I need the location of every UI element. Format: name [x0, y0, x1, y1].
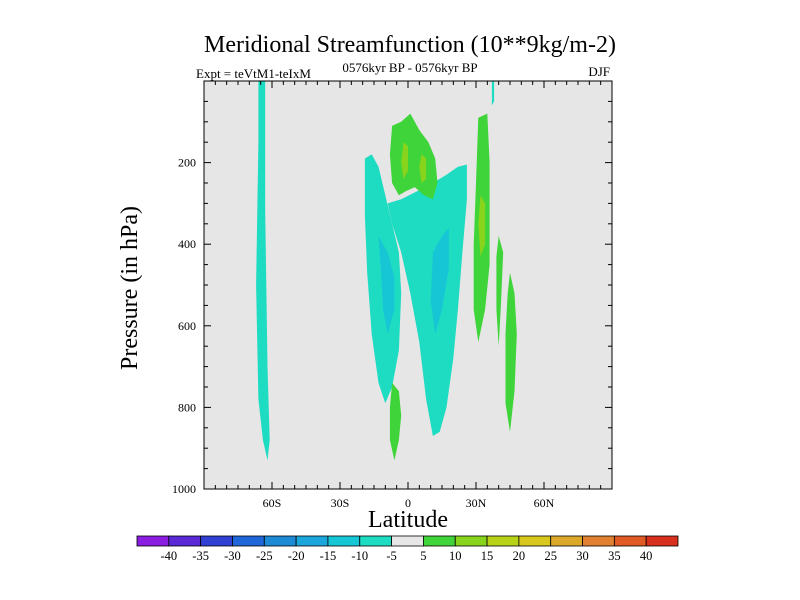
y-axis-label: Pressure (in hPa) [117, 206, 143, 370]
period-label: 0576kyr BP - 0576kyr BP [342, 60, 477, 75]
y-tick-label: 200 [178, 156, 196, 170]
colorbar-label: -20 [288, 549, 305, 563]
contour-region-7 [401, 142, 408, 179]
colorbar-label: -5 [386, 549, 396, 563]
colorbar-box [550, 535, 583, 547]
x-tick-label: 60S [263, 496, 282, 510]
colorbar-box [582, 535, 615, 547]
colorbar-label: -35 [192, 549, 209, 563]
colorbar-box [454, 535, 488, 547]
contour-region-12 [496, 236, 504, 347]
colorbar-label: -15 [320, 549, 337, 563]
colorbar-label: -40 [160, 549, 177, 563]
colorbar-label: 30 [576, 549, 589, 563]
colorbar-label: 15 [481, 549, 494, 563]
colorbar-label: 35 [608, 549, 621, 563]
season-label: DJF [588, 64, 610, 79]
contour-region-13 [389, 382, 402, 461]
colorbar-label: 5 [420, 549, 426, 563]
colorbar-box [200, 535, 233, 547]
colorbar-box [518, 535, 552, 547]
colorbar-label: 20 [513, 549, 526, 563]
x-tick-label: 0 [405, 496, 411, 510]
colorbar-box [327, 535, 361, 547]
contour-region-4 [378, 236, 395, 334]
colorbar-box [168, 535, 202, 547]
y-tick-label: 800 [178, 400, 196, 414]
colorbar-label: 10 [449, 549, 462, 563]
x-axis-label: Latitude [368, 507, 448, 533]
contour-layer [256, 81, 517, 461]
colorbar-box [263, 535, 297, 547]
colorbar-box [391, 535, 424, 547]
colorbar-label: -10 [351, 549, 368, 563]
contour-region-5 [430, 227, 449, 334]
colorbar-box [645, 535, 679, 547]
x-axis: 60S 30S 0 30N 60N [203, 81, 613, 510]
y-axis: 200 400 600 800 1000 [172, 80, 612, 496]
colorbar-box [423, 535, 456, 547]
contour-region-10 [478, 195, 486, 257]
colorbar-label: 25 [544, 549, 557, 563]
y-tick-label: 1000 [172, 482, 196, 496]
colorbar-box [359, 535, 392, 547]
contour-region-1 [256, 81, 270, 461]
colorbar-label: -30 [224, 549, 241, 563]
x-tick-label: 60N [534, 496, 555, 510]
y-tick-label: 400 [178, 237, 196, 251]
colorbar-label: -25 [256, 549, 273, 563]
y-tick-label: 600 [178, 319, 196, 333]
experiment-label: Expt = teVtM1-teIxM [196, 66, 311, 81]
x-tick-label: 30S [331, 496, 350, 510]
contour-region-8 [419, 154, 427, 183]
colorbar-box [486, 535, 520, 547]
colorbar-box [613, 535, 647, 547]
chart-title: Meridional Streamfunction (10**9kg/m-2) [204, 32, 616, 58]
colorbar-box [295, 535, 329, 547]
colorbar-box [232, 535, 265, 547]
contour-region-11 [505, 272, 517, 432]
x-tick-label: 30N [466, 496, 487, 510]
colorbar-label: 40 [640, 549, 653, 563]
contour-region-14 [491, 81, 495, 106]
colorbar-box [136, 535, 170, 547]
colorbar: -40 -35 -30 -25 -20 -15 -10 -5 5 10 15 20 25 30 35 40 [136, 535, 679, 563]
